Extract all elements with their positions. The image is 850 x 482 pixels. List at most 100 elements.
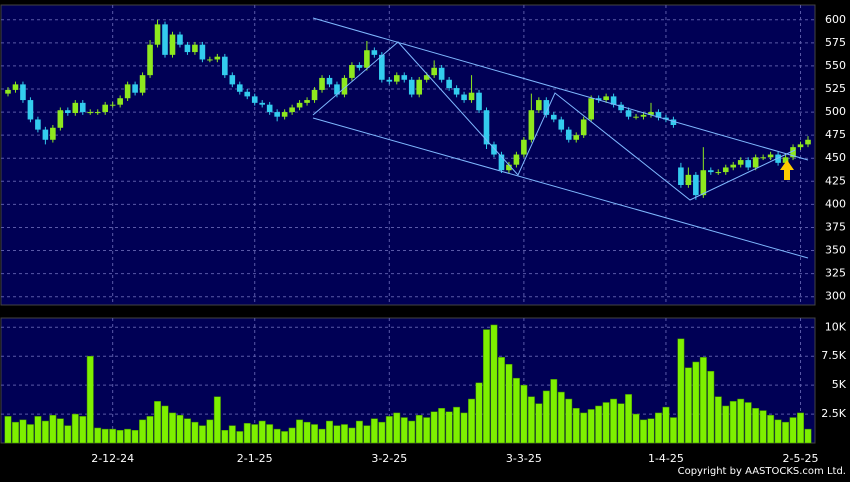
y-tick-label: 425 — [825, 174, 846, 187]
candle-body — [461, 94, 467, 101]
candle-body — [678, 167, 684, 185]
volume-bar — [86, 355, 94, 444]
arrow — [780, 160, 794, 180]
volume-bar — [505, 364, 513, 444]
volume-bar — [41, 420, 49, 444]
volume-bar — [281, 431, 289, 444]
candle-body — [311, 89, 318, 101]
volume-bar — [12, 421, 19, 444]
volume-bar — [131, 430, 139, 444]
candle-body — [670, 119, 677, 125]
candle-body — [737, 160, 744, 165]
volume-bar — [101, 428, 109, 444]
candle-body — [139, 75, 146, 93]
volume-bar — [565, 398, 573, 444]
volume-bar — [79, 416, 87, 444]
candle-body — [543, 100, 550, 115]
volume-bar — [266, 424, 274, 444]
volume-bar — [213, 396, 221, 444]
candle-body — [169, 34, 176, 55]
candle-body — [483, 110, 490, 145]
volume-bar — [610, 398, 618, 444]
candle-body — [633, 116, 639, 118]
volume-bar — [378, 421, 386, 444]
volume-bar — [759, 410, 767, 444]
candle-body — [364, 50, 370, 68]
candle-body — [491, 144, 497, 155]
volume-bar — [243, 423, 251, 444]
candle-body — [610, 96, 617, 105]
volume-bar — [744, 402, 752, 444]
zigzag-line — [312, 41, 796, 201]
x-tick-label: 3-3-25 — [506, 452, 542, 465]
volume-bar — [550, 379, 558, 444]
candle-body — [192, 44, 198, 53]
x-tick-label: 2-1-25 — [237, 452, 273, 465]
volume-bar — [408, 420, 416, 444]
candle-body — [498, 154, 505, 171]
candle-body — [468, 92, 475, 101]
volume-bar — [797, 412, 804, 444]
volume-bar — [34, 416, 42, 444]
volume-bar — [139, 419, 147, 444]
volume-bar — [595, 405, 603, 444]
volume-bar — [124, 428, 132, 444]
candle-body — [349, 65, 355, 78]
candle-body — [27, 100, 34, 120]
mark-layer — [4, 19, 812, 444]
volume-bar — [26, 424, 34, 444]
volume-bar — [176, 414, 184, 444]
volume-bar — [707, 370, 715, 444]
y-tick-label: 7.5K — [821, 349, 846, 362]
volume-bar — [393, 412, 401, 444]
volume-bar — [251, 424, 259, 444]
grid-layer — [1, 5, 815, 443]
trend-lines — [312, 17, 809, 259]
volume-bar — [415, 414, 423, 444]
y-tick-label: 375 — [825, 220, 846, 233]
candle-body — [386, 79, 393, 82]
volume-bar — [340, 424, 348, 444]
volume-bar — [355, 420, 363, 444]
candle-body — [648, 112, 654, 115]
volume-bar — [183, 418, 191, 444]
volume-bar — [348, 427, 356, 444]
candle-body — [117, 98, 123, 105]
candle-body — [565, 129, 572, 140]
candle-body — [663, 117, 669, 120]
candle-body — [476, 92, 482, 111]
volume-bar — [557, 391, 565, 444]
candle-body — [229, 75, 236, 85]
y-tick-label: 525 — [825, 82, 846, 95]
candle-body — [745, 160, 751, 168]
candle-body — [782, 157, 789, 163]
candle-body — [513, 154, 520, 165]
candle-body — [550, 114, 557, 120]
candle-body — [655, 112, 662, 118]
candle-body — [334, 84, 340, 95]
candle-body — [266, 104, 273, 113]
candle-body — [408, 79, 415, 95]
volume-bar — [662, 406, 670, 444]
candle-body — [775, 154, 781, 163]
candle-body — [251, 96, 258, 103]
candle-body — [42, 129, 49, 140]
candle-body — [506, 164, 512, 171]
x-tick-label: 3-2-25 — [371, 452, 407, 465]
candle-body — [177, 34, 183, 45]
candle-body — [693, 174, 699, 196]
candle-body — [528, 110, 535, 140]
volume-bar — [669, 417, 677, 444]
volume-bar — [498, 357, 505, 444]
volume-bar — [161, 405, 169, 444]
y-tick-label: 5K — [832, 378, 847, 391]
volume-bar — [782, 421, 790, 444]
candle-body — [588, 98, 594, 120]
volume-bar — [617, 403, 625, 444]
volume-bar — [453, 406, 461, 444]
volume-bar — [221, 430, 229, 444]
volume-bar — [752, 408, 760, 444]
candle-body — [79, 102, 86, 113]
volume-bar — [632, 413, 640, 444]
